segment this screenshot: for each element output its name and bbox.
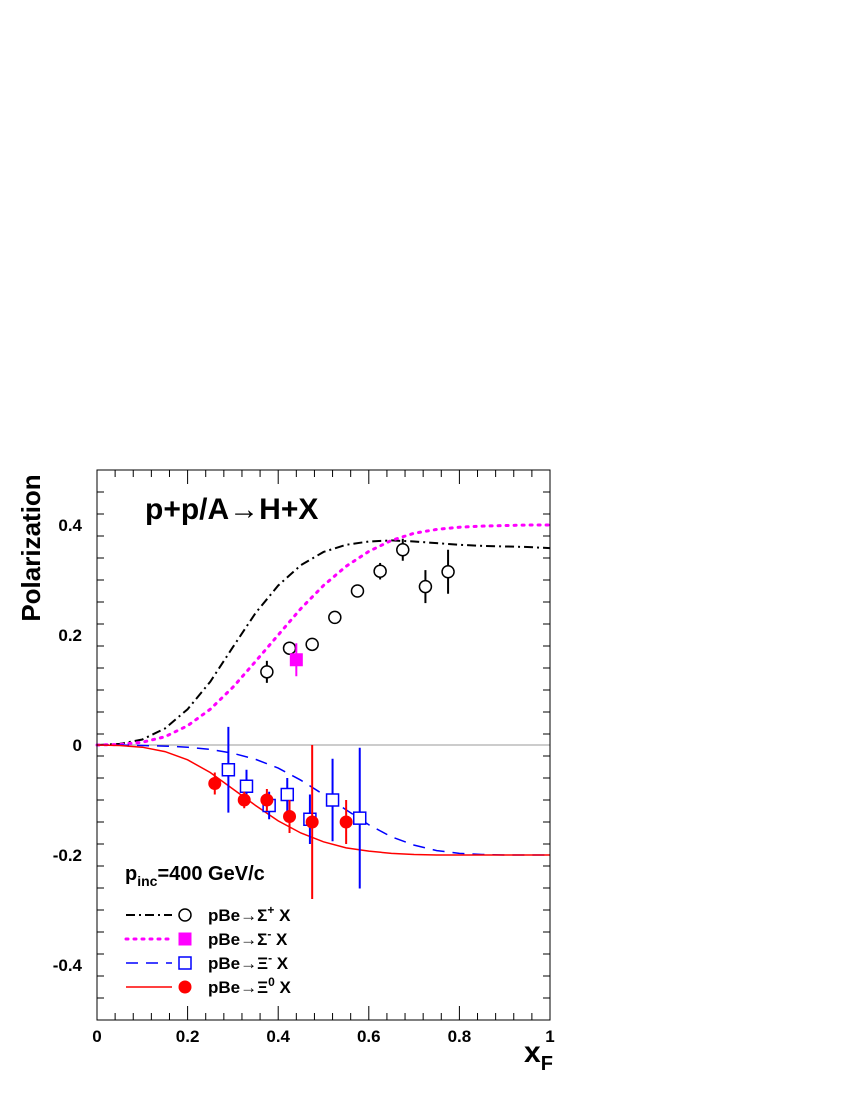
data-point [305, 815, 319, 829]
data-point [260, 793, 274, 807]
x-tick-label: 0.2 [176, 1027, 200, 1046]
annotation-rest: =400 GeV/c [157, 863, 264, 885]
legend-label-superscript: - [267, 927, 271, 941]
data-point [221, 763, 236, 777]
data-point [328, 610, 342, 625]
legend-label-suffix: X [271, 930, 288, 949]
x-tick-label: 0.8 [448, 1027, 472, 1046]
series-3-points [208, 745, 353, 899]
y-tick-label: -0.4 [53, 956, 83, 975]
theory-curves [95, 523, 552, 856]
data-point [373, 564, 387, 578]
legend-label-suffix: X [275, 978, 292, 997]
annotation-subscript: inc [137, 873, 157, 889]
legend-label-text: pBe→Σ [208, 906, 267, 925]
legend-marker-1 [178, 932, 192, 946]
legend-label-superscript: - [268, 951, 272, 965]
beam-momentum-annotation: pinc=400 GeV/c [125, 863, 265, 889]
data-point [339, 815, 353, 829]
y-tick-label: 0.2 [58, 626, 82, 645]
legend-marker-0 [178, 908, 192, 922]
legend-marker-3 [178, 980, 192, 994]
data-point [260, 665, 274, 679]
x-tick-label: 0 [92, 1027, 101, 1046]
x-tick-label: 1 [545, 1027, 554, 1046]
y-tick-label: 0.4 [58, 516, 82, 535]
data-point [208, 777, 222, 790]
series-2-curve [97, 744, 550, 856]
legend-label-suffix: X [272, 954, 289, 973]
series-2-points [221, 726, 367, 889]
legend-marker-2 [178, 956, 192, 970]
chart-title: p+p/A→H+X [145, 493, 318, 526]
y-tick-label: 0 [73, 736, 82, 755]
legend-label-text: pBe→Σ [208, 930, 267, 949]
series-1-curve [95, 523, 552, 747]
series-3-curve [96, 744, 550, 856]
data-point [289, 653, 303, 667]
data-point [237, 793, 251, 807]
legend-label-2: pBe→Ξ- X [208, 951, 289, 973]
axis-ticks [96, 469, 551, 1021]
data-point [239, 779, 254, 793]
x-axis-title: xF [524, 1036, 553, 1075]
legend-label-text: pBe→Ξ [208, 978, 268, 997]
plot-frame [96, 469, 551, 1021]
data-point [283, 810, 297, 823]
legend-label-1: pBe→Σ- X [208, 927, 288, 949]
x-axis-title-main: x [524, 1036, 541, 1069]
data-points [208, 538, 455, 899]
data-point [418, 579, 433, 594]
data-point [350, 584, 365, 598]
axis-tick-labels: 0 0.2 0.4 0.6 0.8 1 -0.4 -0.2 0 0.2 0.4 [53, 516, 555, 1046]
y-tick-label: -0.2 [53, 846, 82, 865]
legend-label-text: pBe→Ξ [208, 954, 268, 973]
data-point [396, 543, 410, 557]
legend-label-3: pBe→Ξ0 X [208, 975, 291, 997]
data-point [325, 793, 340, 807]
legend-label-suffix: X [274, 906, 291, 925]
series-0-curve [96, 539, 551, 746]
data-point [305, 637, 319, 652]
x-tick-label: 0.4 [266, 1027, 290, 1046]
y-axis-title: Polarization [16, 474, 46, 621]
legend-label-superscript: 0 [268, 975, 275, 989]
data-point [280, 787, 295, 802]
series-1-points [289, 643, 303, 677]
legend-label-superscript: + [267, 903, 274, 917]
x-axis-title-subscript: F [541, 1053, 553, 1075]
data-point [282, 641, 297, 655]
data-point [352, 811, 367, 825]
x-tick-label: 0.6 [357, 1027, 381, 1046]
annotation-main: p [125, 863, 137, 885]
legend-label-0: pBe→Σ+ X [208, 903, 291, 925]
data-point [441, 565, 455, 579]
